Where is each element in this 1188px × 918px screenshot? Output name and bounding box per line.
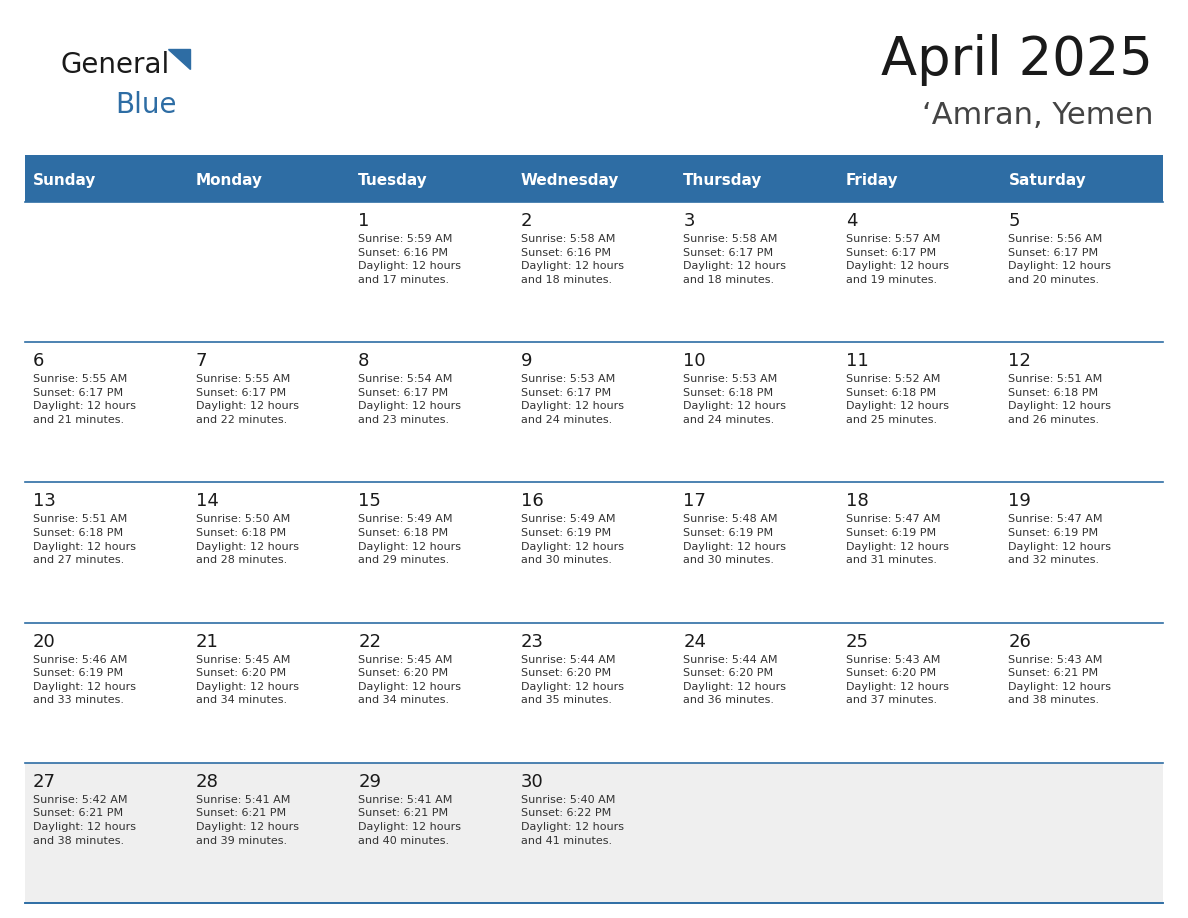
Text: Sunrise: 5:55 AM
Sunset: 6:17 PM
Daylight: 12 hours
and 22 minutes.: Sunrise: 5:55 AM Sunset: 6:17 PM Dayligh… xyxy=(196,375,298,425)
Text: 23: 23 xyxy=(520,633,544,651)
Text: 30: 30 xyxy=(520,773,543,790)
Text: 5: 5 xyxy=(1009,212,1020,230)
Bar xyxy=(25,622,1163,763)
Text: Wednesday: Wednesday xyxy=(520,174,619,188)
Text: 22: 22 xyxy=(358,633,381,651)
Text: Sunrise: 5:59 AM
Sunset: 6:16 PM
Daylight: 12 hours
and 17 minutes.: Sunrise: 5:59 AM Sunset: 6:16 PM Dayligh… xyxy=(358,234,461,285)
Text: 15: 15 xyxy=(358,492,381,510)
Text: Sunrise: 5:40 AM
Sunset: 6:22 PM
Daylight: 12 hours
and 41 minutes.: Sunrise: 5:40 AM Sunset: 6:22 PM Dayligh… xyxy=(520,795,624,845)
Text: 21: 21 xyxy=(196,633,219,651)
Text: 24: 24 xyxy=(683,633,707,651)
Text: Monday: Monday xyxy=(196,174,263,188)
Text: General: General xyxy=(61,51,169,79)
Text: 11: 11 xyxy=(846,353,868,370)
Text: 19: 19 xyxy=(1009,492,1031,510)
Text: Sunday: Sunday xyxy=(33,174,96,188)
Text: 4: 4 xyxy=(846,212,858,230)
Text: Sunrise: 5:41 AM
Sunset: 6:21 PM
Daylight: 12 hours
and 39 minutes.: Sunrise: 5:41 AM Sunset: 6:21 PM Dayligh… xyxy=(196,795,298,845)
Text: Saturday: Saturday xyxy=(1009,174,1086,188)
Text: Friday: Friday xyxy=(846,174,898,188)
Text: 14: 14 xyxy=(196,492,219,510)
Text: Sunrise: 5:41 AM
Sunset: 6:21 PM
Daylight: 12 hours
and 40 minutes.: Sunrise: 5:41 AM Sunset: 6:21 PM Dayligh… xyxy=(358,795,461,845)
Text: 18: 18 xyxy=(846,492,868,510)
Text: Sunrise: 5:50 AM
Sunset: 6:18 PM
Daylight: 12 hours
and 28 minutes.: Sunrise: 5:50 AM Sunset: 6:18 PM Dayligh… xyxy=(196,514,298,565)
Text: Sunrise: 5:57 AM
Sunset: 6:17 PM
Daylight: 12 hours
and 19 minutes.: Sunrise: 5:57 AM Sunset: 6:17 PM Dayligh… xyxy=(846,234,949,285)
Text: Sunrise: 5:52 AM
Sunset: 6:18 PM
Daylight: 12 hours
and 25 minutes.: Sunrise: 5:52 AM Sunset: 6:18 PM Dayligh… xyxy=(846,375,949,425)
Text: Sunrise: 5:43 AM
Sunset: 6:21 PM
Daylight: 12 hours
and 38 minutes.: Sunrise: 5:43 AM Sunset: 6:21 PM Dayligh… xyxy=(1009,655,1112,705)
Text: 12: 12 xyxy=(1009,353,1031,370)
Bar xyxy=(25,155,1163,160)
Text: Sunrise: 5:43 AM
Sunset: 6:20 PM
Daylight: 12 hours
and 37 minutes.: Sunrise: 5:43 AM Sunset: 6:20 PM Dayligh… xyxy=(846,655,949,705)
Text: 9: 9 xyxy=(520,353,532,370)
Text: Blue: Blue xyxy=(115,91,177,119)
Text: Sunrise: 5:46 AM
Sunset: 6:19 PM
Daylight: 12 hours
and 33 minutes.: Sunrise: 5:46 AM Sunset: 6:19 PM Dayligh… xyxy=(33,655,135,705)
Text: 25: 25 xyxy=(846,633,868,651)
Polygon shape xyxy=(168,49,190,69)
Text: Sunrise: 5:55 AM
Sunset: 6:17 PM
Daylight: 12 hours
and 21 minutes.: Sunrise: 5:55 AM Sunset: 6:17 PM Dayligh… xyxy=(33,375,135,425)
Text: Sunrise: 5:44 AM
Sunset: 6:20 PM
Daylight: 12 hours
and 35 minutes.: Sunrise: 5:44 AM Sunset: 6:20 PM Dayligh… xyxy=(520,655,624,705)
Text: Thursday: Thursday xyxy=(683,174,763,188)
Text: Sunrise: 5:49 AM
Sunset: 6:18 PM
Daylight: 12 hours
and 29 minutes.: Sunrise: 5:49 AM Sunset: 6:18 PM Dayligh… xyxy=(358,514,461,565)
Text: Sunrise: 5:53 AM
Sunset: 6:18 PM
Daylight: 12 hours
and 24 minutes.: Sunrise: 5:53 AM Sunset: 6:18 PM Dayligh… xyxy=(683,375,786,425)
Text: 28: 28 xyxy=(196,773,219,790)
Text: 27: 27 xyxy=(33,773,56,790)
Text: Sunrise: 5:53 AM
Sunset: 6:17 PM
Daylight: 12 hours
and 24 minutes.: Sunrise: 5:53 AM Sunset: 6:17 PM Dayligh… xyxy=(520,375,624,425)
Bar xyxy=(25,160,1163,202)
Text: 20: 20 xyxy=(33,633,56,651)
Text: Sunrise: 5:45 AM
Sunset: 6:20 PM
Daylight: 12 hours
and 34 minutes.: Sunrise: 5:45 AM Sunset: 6:20 PM Dayligh… xyxy=(196,655,298,705)
Text: 16: 16 xyxy=(520,492,543,510)
Text: April 2025: April 2025 xyxy=(881,34,1154,86)
Text: 10: 10 xyxy=(683,353,706,370)
Text: 7: 7 xyxy=(196,353,207,370)
Text: 6: 6 xyxy=(33,353,44,370)
Text: 3: 3 xyxy=(683,212,695,230)
Text: Sunrise: 5:54 AM
Sunset: 6:17 PM
Daylight: 12 hours
and 23 minutes.: Sunrise: 5:54 AM Sunset: 6:17 PM Dayligh… xyxy=(358,375,461,425)
Text: Sunrise: 5:44 AM
Sunset: 6:20 PM
Daylight: 12 hours
and 36 minutes.: Sunrise: 5:44 AM Sunset: 6:20 PM Dayligh… xyxy=(683,655,786,705)
Text: 1: 1 xyxy=(358,212,369,230)
Text: Sunrise: 5:48 AM
Sunset: 6:19 PM
Daylight: 12 hours
and 30 minutes.: Sunrise: 5:48 AM Sunset: 6:19 PM Dayligh… xyxy=(683,514,786,565)
Text: Sunrise: 5:42 AM
Sunset: 6:21 PM
Daylight: 12 hours
and 38 minutes.: Sunrise: 5:42 AM Sunset: 6:21 PM Dayligh… xyxy=(33,795,135,845)
Bar xyxy=(25,342,1163,482)
Text: 8: 8 xyxy=(358,353,369,370)
Text: ‘Amran, Yemen: ‘Amran, Yemen xyxy=(922,100,1154,129)
Bar xyxy=(25,482,1163,622)
Text: Sunrise: 5:49 AM
Sunset: 6:19 PM
Daylight: 12 hours
and 30 minutes.: Sunrise: 5:49 AM Sunset: 6:19 PM Dayligh… xyxy=(520,514,624,565)
Text: 26: 26 xyxy=(1009,633,1031,651)
Text: Sunrise: 5:47 AM
Sunset: 6:19 PM
Daylight: 12 hours
and 32 minutes.: Sunrise: 5:47 AM Sunset: 6:19 PM Dayligh… xyxy=(1009,514,1112,565)
Text: Tuesday: Tuesday xyxy=(358,174,428,188)
Bar xyxy=(25,763,1163,903)
Text: Sunrise: 5:51 AM
Sunset: 6:18 PM
Daylight: 12 hours
and 27 minutes.: Sunrise: 5:51 AM Sunset: 6:18 PM Dayligh… xyxy=(33,514,135,565)
Text: Sunrise: 5:47 AM
Sunset: 6:19 PM
Daylight: 12 hours
and 31 minutes.: Sunrise: 5:47 AM Sunset: 6:19 PM Dayligh… xyxy=(846,514,949,565)
Text: 2: 2 xyxy=(520,212,532,230)
Bar xyxy=(25,202,1163,342)
Text: Sunrise: 5:58 AM
Sunset: 6:16 PM
Daylight: 12 hours
and 18 minutes.: Sunrise: 5:58 AM Sunset: 6:16 PM Dayligh… xyxy=(520,234,624,285)
Text: Sunrise: 5:45 AM
Sunset: 6:20 PM
Daylight: 12 hours
and 34 minutes.: Sunrise: 5:45 AM Sunset: 6:20 PM Dayligh… xyxy=(358,655,461,705)
Text: Sunrise: 5:56 AM
Sunset: 6:17 PM
Daylight: 12 hours
and 20 minutes.: Sunrise: 5:56 AM Sunset: 6:17 PM Dayligh… xyxy=(1009,234,1112,285)
Text: 29: 29 xyxy=(358,773,381,790)
Text: 17: 17 xyxy=(683,492,706,510)
Text: Sunrise: 5:58 AM
Sunset: 6:17 PM
Daylight: 12 hours
and 18 minutes.: Sunrise: 5:58 AM Sunset: 6:17 PM Dayligh… xyxy=(683,234,786,285)
Text: 13: 13 xyxy=(33,492,56,510)
Text: Sunrise: 5:51 AM
Sunset: 6:18 PM
Daylight: 12 hours
and 26 minutes.: Sunrise: 5:51 AM Sunset: 6:18 PM Dayligh… xyxy=(1009,375,1112,425)
